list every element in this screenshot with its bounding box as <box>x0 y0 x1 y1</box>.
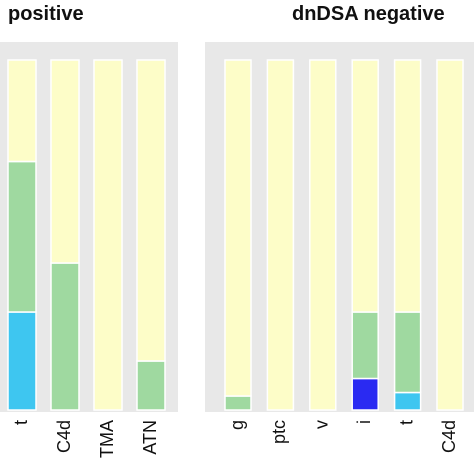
bar-segment <box>93 59 123 411</box>
bar-segment <box>393 59 422 313</box>
bar-segment <box>351 59 379 313</box>
panel-title: dnDSA negative <box>292 3 445 25</box>
bar-segment <box>224 59 252 397</box>
bar-segment <box>7 311 37 411</box>
x-tick-label: TMA <box>97 420 117 458</box>
bar-segment <box>266 59 295 411</box>
bar-segment <box>351 377 379 411</box>
x-tick-label: ATN <box>140 420 160 455</box>
bar-segment <box>7 160 37 313</box>
x-tick-label: t <box>11 420 31 425</box>
x-tick-label: ptc <box>269 420 289 444</box>
x-tick-label: C4d <box>439 420 459 453</box>
bar-segment <box>50 59 80 264</box>
bar-segment <box>309 59 337 411</box>
bar-segment <box>224 395 252 411</box>
bar-segment <box>136 360 166 411</box>
x-tick-label: i <box>354 420 374 424</box>
bar-segment <box>393 391 422 411</box>
bar-segment <box>436 59 464 411</box>
bar-segment <box>136 59 166 362</box>
x-tick-label: g <box>227 420 247 430</box>
x-tick-label: t <box>396 420 416 425</box>
panel-title: positive <box>8 3 84 25</box>
x-tick-label: C4d <box>54 420 74 453</box>
bar-segment <box>393 311 422 394</box>
x-tick-label: v <box>312 420 332 429</box>
bar-segment <box>50 262 80 411</box>
bar-segment <box>351 311 379 380</box>
bar-segment <box>7 59 37 163</box>
